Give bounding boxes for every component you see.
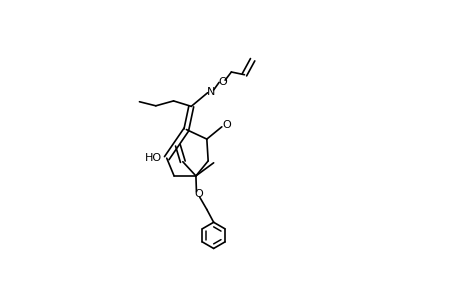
Text: O: O	[222, 121, 230, 130]
Text: HO: HO	[144, 153, 161, 163]
Text: N: N	[206, 87, 215, 97]
Text: O: O	[218, 76, 226, 86]
Text: O: O	[194, 189, 203, 199]
